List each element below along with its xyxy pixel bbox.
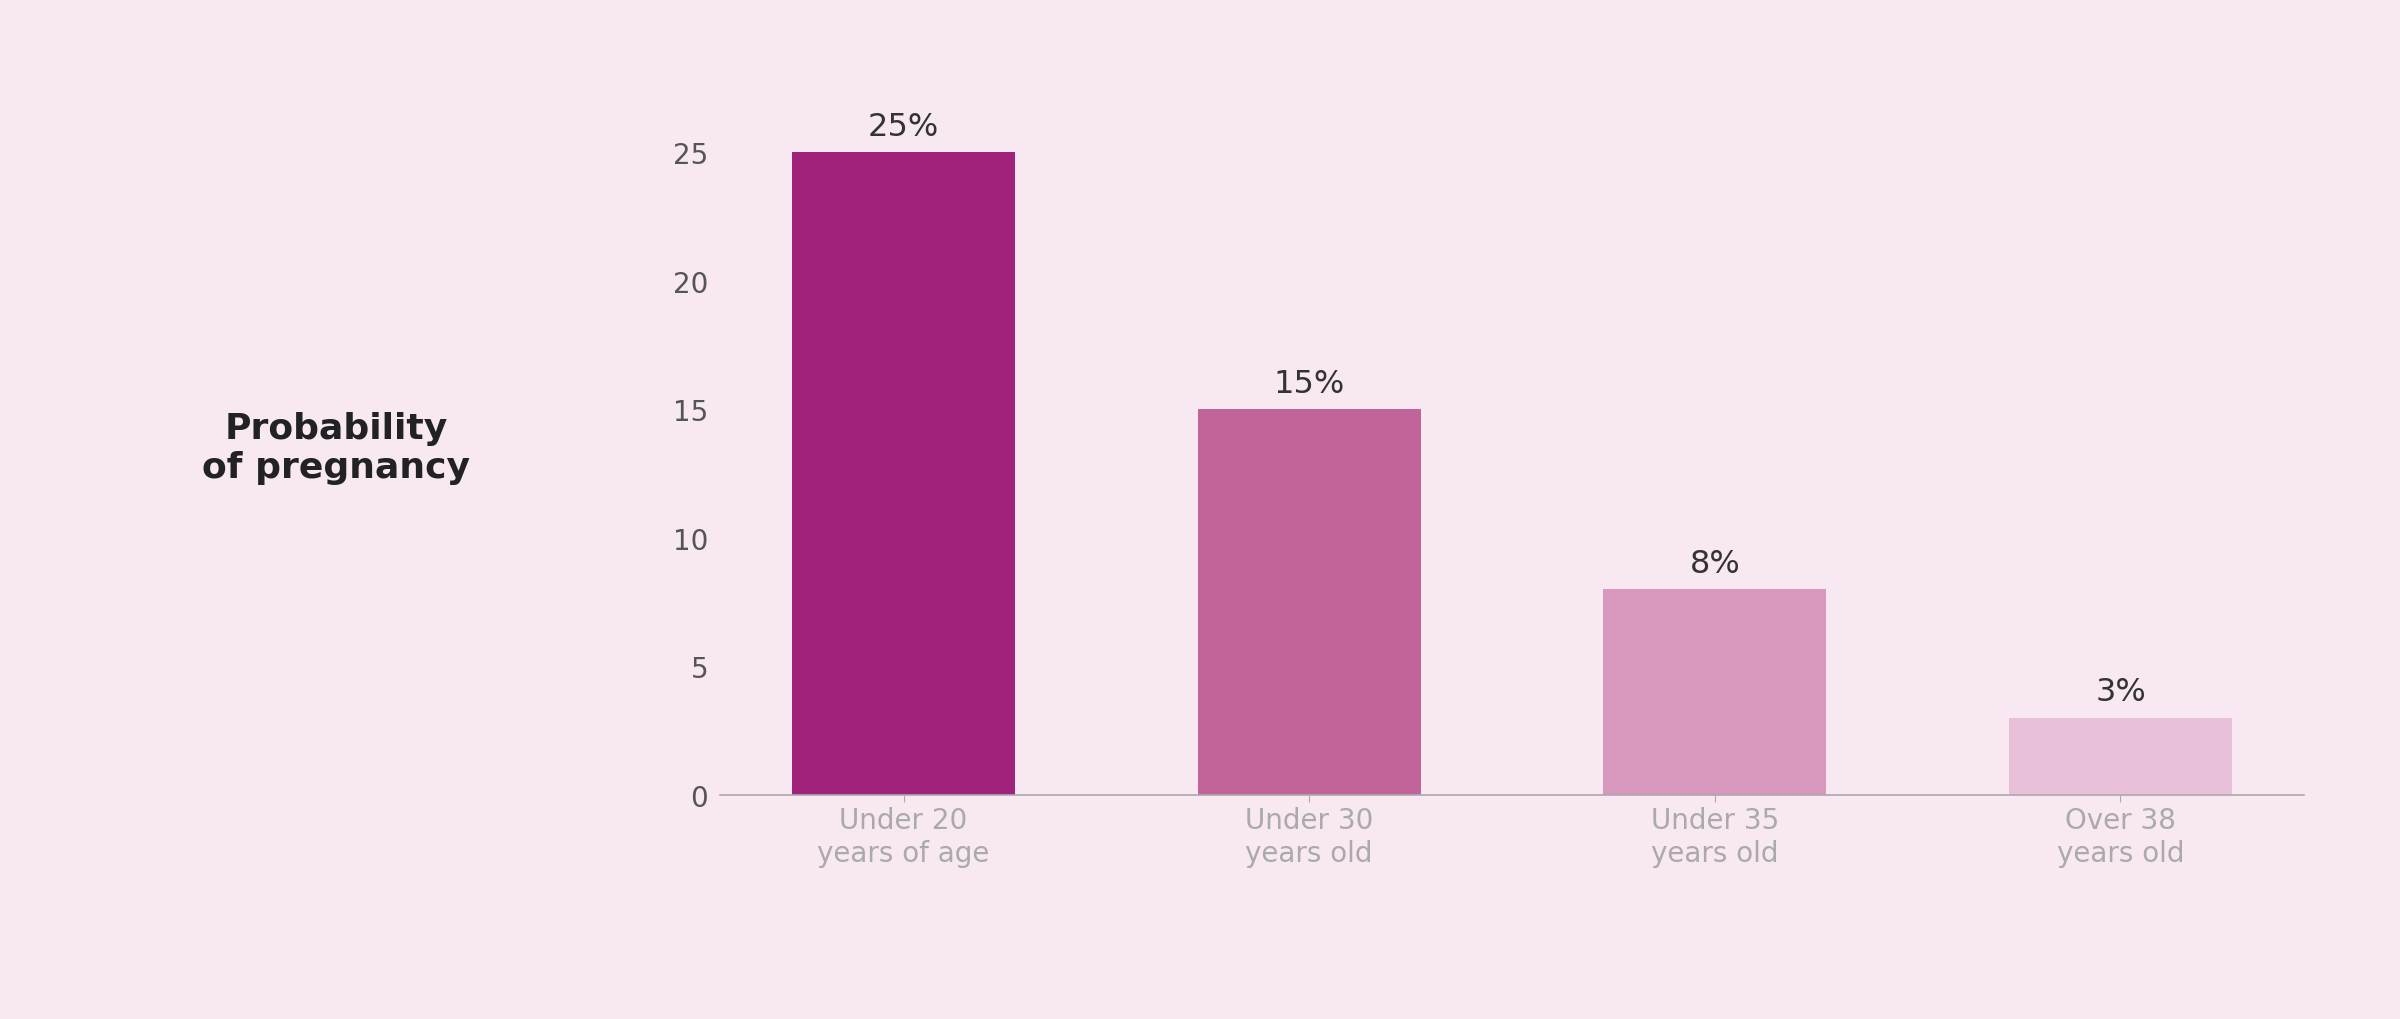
- Text: 25%: 25%: [869, 112, 938, 143]
- Text: 8%: 8%: [1690, 548, 1740, 579]
- Text: 3%: 3%: [2095, 677, 2146, 707]
- Bar: [1603, 590, 1826, 795]
- Text: 15%: 15%: [1274, 369, 1344, 399]
- Bar: [792, 153, 1015, 795]
- Bar: [2009, 717, 2232, 795]
- Bar: [1198, 410, 1421, 795]
- Text: Probability
of pregnancy: Probability of pregnancy: [202, 412, 470, 485]
